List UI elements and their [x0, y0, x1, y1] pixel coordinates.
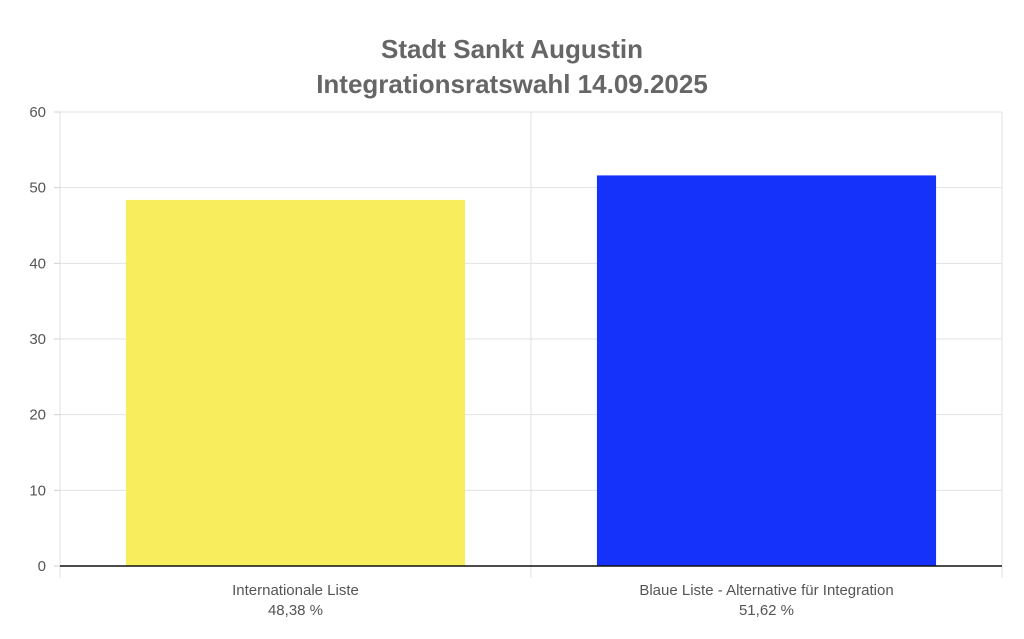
bar — [125, 199, 466, 566]
y-tick-label: 60 — [29, 104, 46, 121]
x-category-value-label: 51,62 % — [739, 602, 794, 619]
axes — [54, 111, 1002, 567]
y-tick-label: 20 — [29, 407, 46, 424]
y-tick-label: 0 — [38, 558, 46, 575]
y-tick-label: 40 — [29, 255, 46, 272]
x-category-value-label: 48,38 % — [268, 602, 323, 619]
chart-title-line-1: Stadt Sankt Augustin — [381, 34, 643, 64]
y-tick-label: 50 — [29, 180, 46, 197]
y-tick-label: 30 — [29, 331, 46, 348]
x-category-label: Internationale Liste — [232, 582, 359, 599]
y-tick-label: 10 — [29, 482, 46, 499]
chart-title-line-2: Integrationsratswahl 14.09.2025 — [316, 69, 708, 99]
axis-labels: 0 10 20 30 40 50 60 Internationale Liste 48,38 %… — [29, 104, 893, 619]
bars — [125, 175, 937, 566]
x-category-label: Blaue Liste - Alternative für Integratio… — [639, 582, 893, 599]
bar — [596, 175, 937, 566]
